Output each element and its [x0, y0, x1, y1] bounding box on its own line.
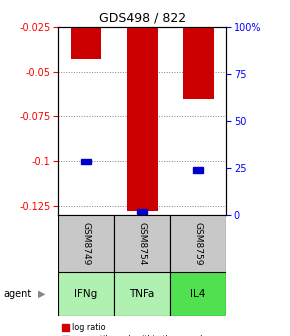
Title: GDS498 / 822: GDS498 / 822 — [99, 11, 186, 24]
Bar — [58, 215, 114, 272]
Bar — [137, 209, 147, 214]
Bar — [193, 167, 203, 173]
Bar — [170, 215, 226, 272]
Text: GSM8754: GSM8754 — [137, 222, 147, 265]
Bar — [58, 272, 114, 316]
Bar — [127, 27, 157, 211]
Bar — [70, 27, 102, 59]
Bar — [183, 27, 213, 98]
Text: TNFa: TNFa — [129, 289, 155, 299]
Text: GSM8749: GSM8749 — [81, 222, 90, 265]
Text: GSM8759: GSM8759 — [194, 222, 203, 265]
Bar — [114, 272, 170, 316]
Text: IFNg: IFNg — [75, 289, 98, 299]
Text: agent: agent — [3, 289, 31, 299]
Text: IL4: IL4 — [191, 289, 206, 299]
Legend: log ratio, percentile rank within the sample: log ratio, percentile rank within the sa… — [62, 323, 208, 336]
Text: ▶: ▶ — [38, 289, 46, 299]
Bar — [81, 159, 91, 164]
Bar — [170, 272, 226, 316]
Bar — [114, 215, 170, 272]
